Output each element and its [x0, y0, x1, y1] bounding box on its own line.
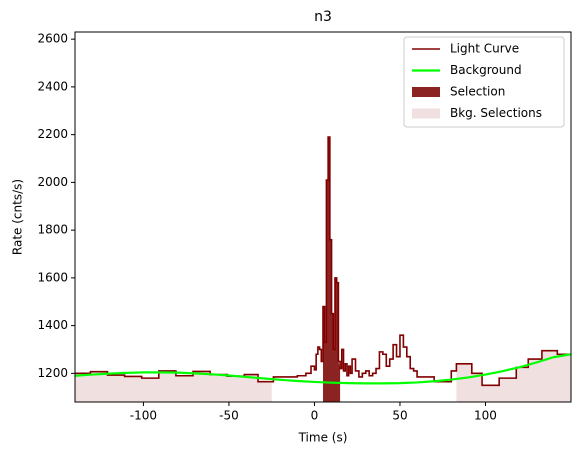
legend-label: Background	[450, 63, 522, 77]
x-tick-label: 0	[311, 409, 319, 423]
x-tick-label: 100	[474, 409, 497, 423]
legend-box	[403, 36, 565, 128]
legend-swatch	[412, 108, 440, 119]
chart-title: n3	[314, 9, 332, 25]
legend-label: Selection	[450, 85, 505, 99]
legend-label: Light Curve	[450, 42, 519, 56]
light-curve	[75, 136, 571, 387]
legend-label: Bkg. Selections	[450, 106, 542, 120]
y-tick-label: 1600	[37, 270, 68, 284]
y-tick-label: 2200	[37, 127, 68, 141]
legend-swatch	[412, 87, 440, 97]
y-axis-label: Rate (cnts/s)	[11, 179, 25, 255]
y-tick-label: 1800	[37, 223, 68, 237]
plot-frame	[74, 31, 572, 403]
background-curve	[75, 353, 571, 385]
y-tick-label: 2600	[37, 32, 68, 46]
y-tick-label: 1400	[37, 318, 68, 332]
y-tick-label: 2000	[37, 175, 68, 189]
y-tick-label: 1200	[37, 366, 68, 380]
x-axis-label: Time (s)	[298, 431, 348, 445]
x-tick-label: -100	[130, 409, 157, 423]
bkg-selection-area	[456, 350, 571, 402]
bkg-selection-area	[75, 370, 272, 402]
x-tick-label: 50	[392, 409, 407, 423]
x-tick-label: -50	[219, 409, 239, 423]
y-tick-label: 2400	[37, 79, 68, 93]
